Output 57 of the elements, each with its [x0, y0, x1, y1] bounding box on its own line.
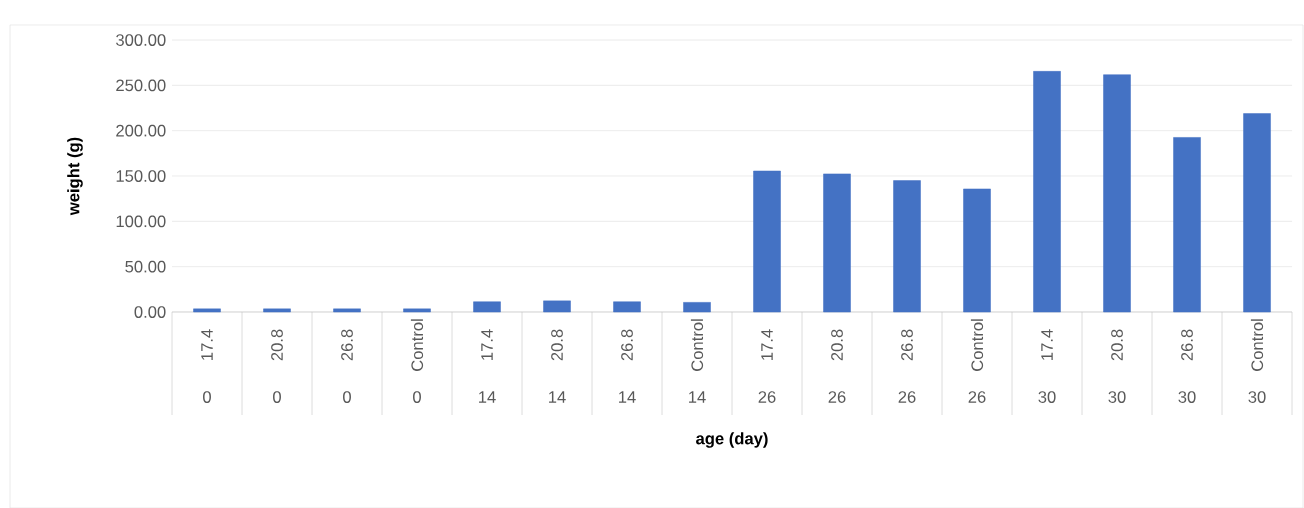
bar: [543, 300, 571, 313]
text: 14: [619, 391, 636, 403]
x-tick-label: 17.4: [201, 329, 213, 360]
text: 30: [1108, 391, 1126, 403]
text: 0: [413, 391, 421, 403]
bar: [1103, 74, 1131, 313]
x-tick-label: 26.8: [1181, 329, 1193, 361]
text: 0: [273, 391, 281, 403]
x-tick-label: 17.4: [1041, 329, 1053, 360]
text: 26: [758, 391, 776, 403]
bar: [613, 301, 641, 313]
text: 30: [1038, 391, 1056, 403]
text: 30: [1248, 391, 1266, 403]
bar: [403, 308, 431, 313]
text: 0: [343, 391, 351, 403]
y-tick-label: 150.00: [116, 170, 166, 182]
bar: [1173, 137, 1201, 313]
bar: [683, 302, 711, 313]
x-tick-label: 20.8: [1111, 329, 1123, 361]
text: 14: [689, 391, 706, 403]
y-tick-label: 300.00: [116, 34, 166, 46]
text: 30: [1178, 391, 1196, 403]
text: 14: [479, 391, 496, 403]
bar: [963, 188, 991, 313]
text: 26: [968, 391, 986, 403]
x-tick-label: Control: [410, 319, 424, 371]
y-tick-label: 50.00: [125, 260, 166, 273]
y-tick-label: 250.00: [116, 79, 166, 92]
bar: [263, 308, 291, 313]
text: 14: [549, 391, 566, 403]
bar: [1033, 71, 1061, 313]
text: 26: [828, 391, 846, 403]
x-tick-label: 20.8: [551, 329, 563, 361]
bar: [1243, 113, 1271, 313]
x-tick-label: Control: [970, 319, 984, 371]
text: 26: [898, 391, 916, 403]
text: 0: [203, 391, 211, 403]
y-axis-title: weight (g): [67, 137, 83, 216]
x-tick-label: Control: [690, 319, 704, 371]
x-axis-title: age (day): [696, 432, 768, 448]
y-tick-label: 0.00: [134, 306, 166, 318]
x-tick-label: 17.4: [761, 329, 773, 360]
bar: [193, 308, 221, 313]
bar: [333, 308, 361, 313]
x-tick-label: 26.8: [621, 329, 633, 361]
x-tick-label: 20.8: [831, 329, 843, 361]
x-tick-label: Control: [1250, 319, 1264, 371]
x-tick-label: 26.8: [901, 329, 913, 361]
y-tick-label: 100.00: [116, 215, 166, 228]
bar: [893, 180, 921, 313]
bar: [473, 301, 501, 313]
bar: [753, 170, 781, 313]
y-tick-label: 200.00: [116, 124, 166, 137]
x-tick-label: 17.4: [481, 329, 493, 360]
x-tick-label: 20.8: [271, 329, 283, 361]
bar: [823, 173, 851, 313]
x-tick-label: 26.8: [341, 329, 353, 361]
